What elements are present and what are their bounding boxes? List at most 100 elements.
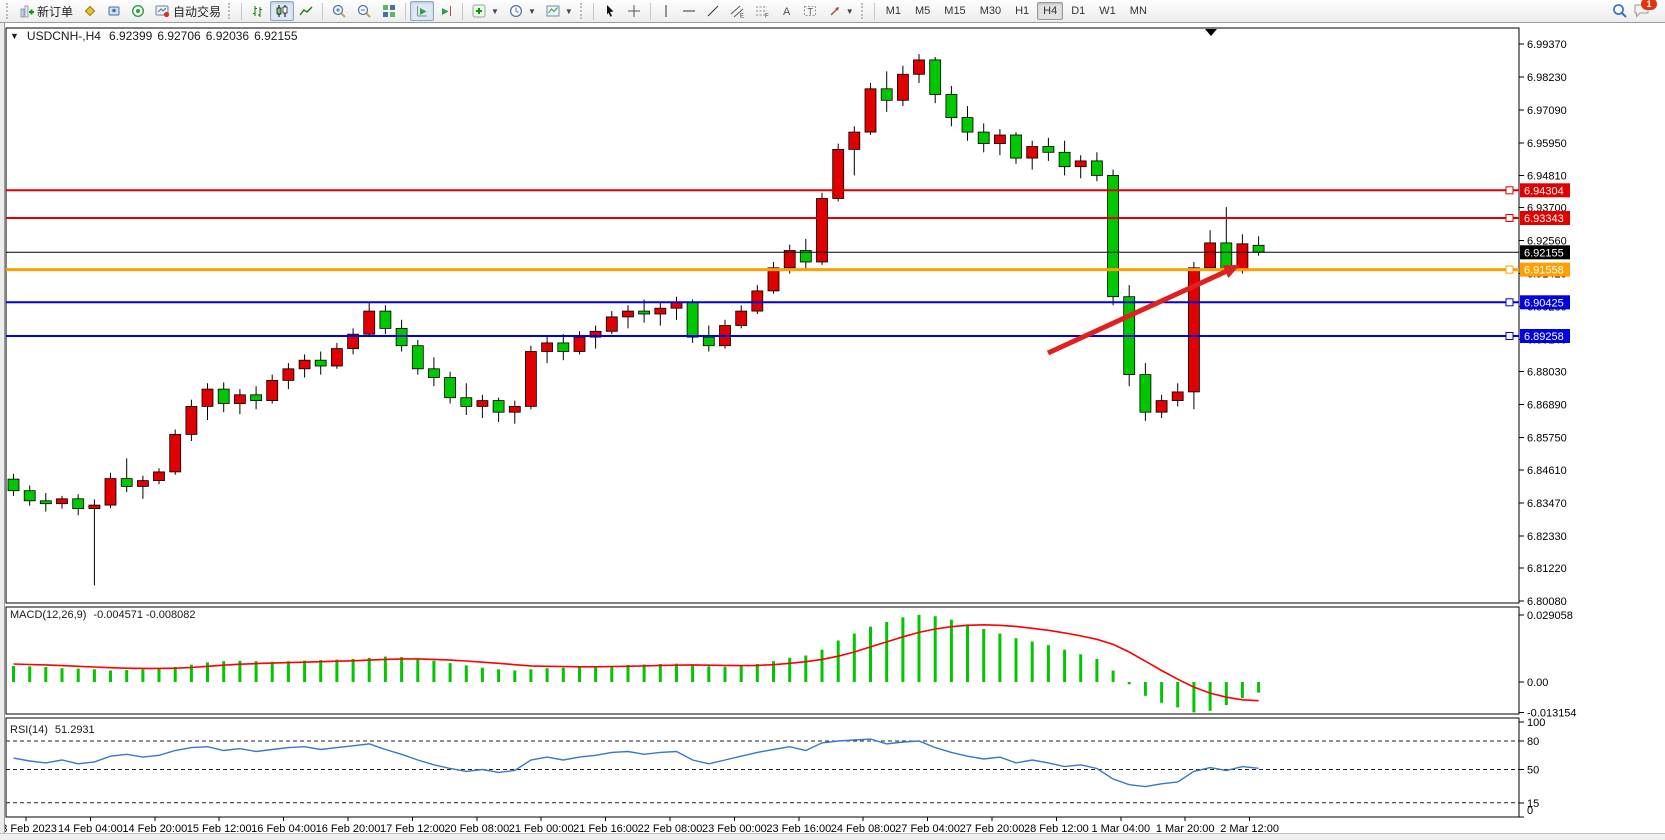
zoom-out-button[interactable] — [352, 1, 377, 21]
autotrading-label: 自动交易 — [173, 4, 222, 19]
chart-shift-button[interactable] — [434, 1, 458, 21]
chart-menu-icon[interactable] — [1205, 29, 1217, 36]
hline-handle[interactable] — [1505, 186, 1514, 195]
arrow-shape-icon — [830, 7, 839, 16]
new-order-button[interactable]: 新订单 — [15, 1, 78, 21]
timeframe-h4-button[interactable]: H4 — [1037, 2, 1064, 20]
timeframe-m5-button[interactable]: M5 — [909, 2, 936, 20]
label-tool-button[interactable]: T — [798, 1, 823, 21]
chevron-down-icon: ▼ — [527, 6, 536, 16]
cursor-icon — [606, 5, 614, 17]
tile-windows-button[interactable] — [377, 1, 401, 21]
rsi-name: RSI(14) — [10, 724, 48, 736]
svg-text:6.82330: 6.82330 — [1527, 531, 1567, 543]
svg-text:6.95950: 6.95950 — [1527, 138, 1567, 150]
candlestick-mode-button[interactable] — [270, 1, 295, 21]
chart-canvas[interactable]: 6.99370 6.98230 6.97090 6.95950 6.94810 6.937… — [0, 23, 1665, 833]
auto-scroll-icon — [417, 6, 428, 17]
crosshair-tool-button[interactable] — [622, 1, 646, 21]
svg-text:6.93343: 6.93343 — [1524, 213, 1564, 225]
hline-handle[interactable] — [1505, 298, 1514, 307]
trendline-tool-button[interactable] — [701, 1, 725, 21]
separator — [405, 2, 407, 20]
channel-tool-button[interactable]: E — [725, 1, 750, 21]
svg-text:A: A — [783, 6, 791, 18]
collapse-trade-panel-icon[interactable]: ▼ — [10, 31, 19, 41]
macd-histogram — [12, 614, 1261, 713]
new-order-icon — [20, 5, 34, 18]
timeframe-mn-button[interactable]: MN — [1124, 2, 1153, 20]
svg-text:6.97090: 6.97090 — [1527, 105, 1567, 117]
candles — [7, 54, 1265, 586]
trend-arrow[interactable] — [1046, 265, 1240, 356]
vertical-line-tool-button[interactable] — [655, 1, 677, 21]
svg-text:6.90425: 6.90425 — [1524, 297, 1564, 309]
toolbar-grip[interactable] — [6, 3, 11, 19]
chart-title-row: ▼ USDCNH-,H4 6.92399 6.92706 6.92036 6.9… — [10, 29, 298, 43]
separator — [592, 2, 594, 20]
svg-text:23 Feb 00:00: 23 Feb 00:00 — [702, 823, 767, 833]
hline-handle[interactable] — [1505, 265, 1514, 274]
time-axis: 13 Feb 2023 14 Feb 04:00 14 Feb 20:00 15 Fe… — [0, 817, 1279, 833]
timeframe-m30-button[interactable]: M30 — [974, 2, 1007, 20]
zoom-in-icon — [332, 4, 346, 18]
svg-text:0.00: 0.00 — [1527, 677, 1548, 689]
svg-text:24 Feb 08:00: 24 Feb 08:00 — [831, 823, 896, 833]
text-tool-button[interactable]: A — [775, 1, 798, 21]
svg-text:23 Feb 16:00: 23 Feb 16:00 — [766, 823, 831, 833]
svg-text:100: 100 — [1527, 717, 1545, 729]
candlestick-icon — [276, 5, 288, 17]
autotrading-button[interactable]: 自动交易 — [150, 1, 226, 21]
svg-text:21 Feb 00:00: 21 Feb 00:00 — [509, 823, 574, 833]
search-button[interactable] — [1607, 1, 1633, 21]
timeframe-m1-button[interactable]: M1 — [880, 2, 907, 20]
template-icon — [546, 5, 560, 17]
rsi-axis: 100 80 50 150 — [1519, 717, 1545, 818]
ohlc-close: 6.92155 — [254, 29, 298, 43]
horizontal-line-icon — [682, 10, 695, 12]
timeframe-d1-button[interactable]: D1 — [1065, 2, 1091, 20]
separator — [462, 2, 464, 20]
separator — [322, 2, 324, 20]
cursor-tool-button[interactable] — [598, 1, 622, 21]
timeframe-h1-button[interactable]: H1 — [1009, 2, 1035, 20]
text-icon: A — [783, 6, 791, 18]
arrows-tool-button[interactable]: ▼ — [823, 1, 859, 21]
svg-text:0: 0 — [1527, 805, 1533, 817]
svg-text:16 Feb 20:00: 16 Feb 20:00 — [316, 823, 381, 833]
rsi-value: 51.2931 — [54, 724, 95, 736]
hline-handle[interactable] — [1505, 214, 1514, 222]
toolbar-grip[interactable] — [579, 3, 585, 19]
chevron-down-icon: ▼ — [564, 6, 573, 16]
auto-scroll-button[interactable] — [410, 1, 435, 21]
fibonacci-icon: F — [755, 6, 769, 18]
svg-text:6.91558: 6.91558 — [1524, 265, 1564, 277]
periods-button[interactable]: ▼ — [504, 1, 541, 21]
svg-text:17 Feb 12:00: 17 Feb 12:00 — [380, 823, 445, 833]
svg-text:15 Feb 12:00: 15 Feb 12:00 — [187, 823, 252, 833]
zoom-in-button[interactable] — [327, 1, 352, 21]
notifications-button[interactable]: 1 — [1633, 0, 1657, 21]
svg-text:T: T — [807, 7, 813, 17]
toolbar-grip[interactable] — [228, 3, 233, 19]
market-watch-button[interactable] — [102, 1, 126, 21]
timeframe-w1-button[interactable]: W1 — [1093, 2, 1122, 20]
svg-text:6.83470: 6.83470 — [1527, 498, 1567, 510]
svg-text:6.81220: 6.81220 — [1527, 563, 1567, 575]
indicators-button[interactable]: ▼ — [467, 1, 504, 21]
svg-text:6.92155: 6.92155 — [1524, 247, 1564, 259]
search-icon — [1613, 4, 1627, 18]
signals-button[interactable] — [126, 1, 150, 21]
bar-chart-mode-button[interactable] — [246, 1, 270, 21]
separator — [649, 2, 651, 20]
line-chart-mode-button[interactable] — [294, 1, 318, 21]
hline-handle[interactable] — [1505, 332, 1514, 340]
svg-text:-0.013154: -0.013154 — [1527, 707, 1577, 719]
timeframe-m15-button[interactable]: M15 — [938, 2, 971, 20]
fibonacci-tool-button[interactable]: F — [750, 1, 775, 21]
profiles-button[interactable] — [78, 1, 102, 21]
templates-button[interactable]: ▼ — [541, 1, 578, 21]
toolbar-grip[interactable] — [860, 3, 866, 19]
horizontal-line-tool-button[interactable] — [677, 1, 701, 21]
svg-text:6.98230: 6.98230 — [1527, 72, 1567, 84]
